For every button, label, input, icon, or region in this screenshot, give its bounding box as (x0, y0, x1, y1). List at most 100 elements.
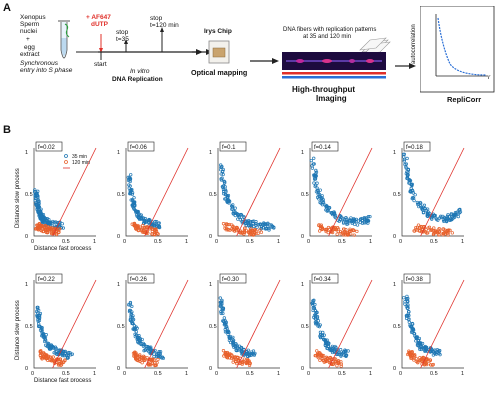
scatter-point (251, 351, 255, 355)
scatter-point (222, 192, 226, 196)
scatter-point (225, 326, 229, 331)
x-tick-label: 0 (123, 239, 126, 245)
scatter-point (224, 223, 229, 227)
scatter-point (312, 177, 317, 181)
scatter-point (405, 294, 409, 299)
scatter-point (67, 350, 71, 355)
x-tick-label: 1 (461, 239, 464, 245)
scatter-point (406, 306, 410, 310)
fiber-image (282, 52, 386, 79)
scatter-point (239, 349, 243, 354)
scatter-point (157, 225, 161, 229)
f-label-box (311, 273, 339, 284)
scatter-point (225, 356, 230, 360)
scatter-point (429, 349, 433, 354)
panel-letter-a: A (3, 2, 11, 14)
scatter-point (134, 210, 138, 214)
scatter-point (318, 188, 322, 192)
x-tick-label: 0.5 (246, 239, 254, 245)
scatter-point (128, 308, 133, 313)
scatter-point (406, 304, 410, 308)
scatter-point (129, 311, 133, 316)
scatter-point (432, 226, 436, 230)
scatter-point (50, 226, 55, 231)
scatter-point (238, 231, 243, 235)
scatter-point (402, 159, 406, 163)
scatter-point (412, 328, 416, 332)
scatter-point (253, 231, 257, 235)
y-tick-label: 0.5 (25, 192, 33, 198)
scatter-subplot: f=0.1 0 0.5 1 0 0.5 1 (209, 141, 281, 245)
scatter-point (444, 217, 448, 221)
scatter-point (325, 204, 329, 208)
y-tick-label: 0.5 (209, 192, 217, 198)
scatter-point (333, 215, 337, 219)
scatter-point (138, 355, 142, 359)
diagonal-line (236, 147, 281, 237)
x-axis-label: Distance fast process (34, 246, 91, 250)
y-axis-label: Distance slow process (15, 300, 21, 360)
dna-replication-label: DNA Replication (112, 76, 163, 83)
scatter-point (231, 341, 236, 345)
scatter-point (142, 343, 146, 347)
scatter-point (150, 223, 154, 227)
scatter-point (131, 200, 135, 204)
scatter-point (341, 233, 346, 237)
y-tick-label: 0 (393, 366, 396, 372)
scatter-point (226, 199, 230, 203)
scatter-point (335, 232, 339, 236)
scatter-point (145, 225, 149, 229)
axes (309, 280, 372, 369)
scatter-point (267, 228, 271, 232)
scatter-point (418, 347, 422, 352)
irys-chip-icon (208, 40, 230, 64)
scatter-point (427, 225, 432, 229)
scatter-point (222, 316, 226, 320)
y-tick-label: 1 (301, 150, 304, 156)
scatter-point (413, 354, 417, 358)
scatter-point (431, 362, 435, 367)
scatter-point (313, 353, 317, 358)
high-throughput-line-1: High-throughput (292, 85, 356, 94)
scatter-point (235, 343, 239, 347)
scatter-point (407, 181, 411, 185)
scatter-point (34, 202, 38, 206)
f-label-box (403, 141, 431, 152)
diagonal-line (236, 279, 281, 369)
timeline-diagram (76, 27, 203, 60)
scatter-point (157, 221, 161, 225)
scatter-subplot: f=0.22 0 0.5 1 0 0.5 1 Distance slow process Dis… (15, 273, 97, 382)
scatter-point (51, 359, 56, 363)
scatter-point (318, 229, 322, 233)
scatter-point (58, 357, 62, 361)
scatter-point (343, 231, 347, 235)
legend-marker (64, 160, 68, 164)
scatter-point (341, 220, 346, 224)
scatter-point (425, 231, 429, 235)
high-throughput-line-2: Imaging (316, 94, 347, 103)
scatter-point (319, 195, 323, 199)
series-35min (35, 305, 74, 361)
scatter-point (412, 229, 417, 233)
scatter-point (246, 359, 250, 363)
scatter-point (70, 352, 74, 356)
scatter-point (128, 191, 132, 195)
scatter-point (158, 355, 162, 359)
scatter-point (221, 311, 225, 316)
y-tick-label: 1 (117, 282, 120, 288)
scatter-point (417, 341, 422, 345)
scatter-point (423, 348, 428, 353)
y-axis-label: Distance slow process (15, 168, 21, 228)
scatter-point (312, 298, 316, 302)
autocorrelation-plot (420, 6, 495, 93)
scatter-point (248, 219, 253, 224)
scatter-point (417, 338, 421, 342)
scatter-point (332, 211, 337, 216)
scatter-point (261, 225, 265, 230)
in-vitro-label: In vitro (130, 68, 150, 75)
y-tick-label: 1 (209, 150, 212, 156)
scatter-point (38, 328, 43, 332)
f-label-box (219, 141, 247, 152)
scatter-point (41, 333, 45, 337)
test-tube-icon (58, 20, 70, 59)
